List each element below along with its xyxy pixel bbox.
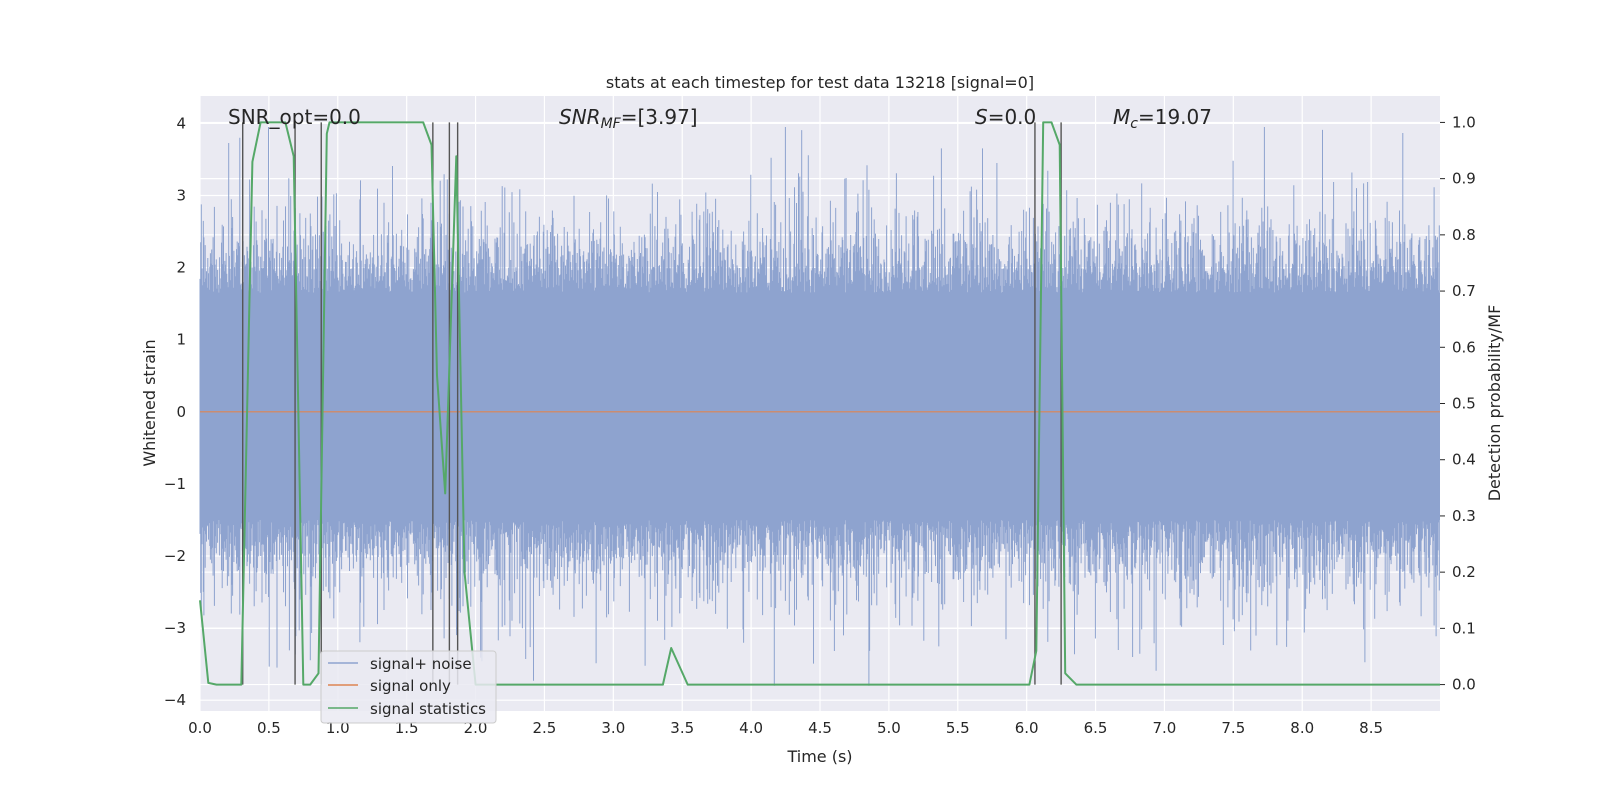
series-signal-statistics xyxy=(199,121,1440,686)
x-tick-label: 3.5 xyxy=(670,719,694,737)
x-tick-label: 5.0 xyxy=(877,719,901,737)
x-axis-label: Time (s) xyxy=(786,747,852,766)
y-axis-label-right: Detection probability/MF xyxy=(1485,305,1504,502)
y-left-tick-label: −3 xyxy=(164,619,186,637)
y-left-tick-label: −1 xyxy=(164,475,186,493)
y-right-tick-label: 0.7 xyxy=(1452,282,1476,300)
y-left-tick-label: 1 xyxy=(176,331,186,349)
y-right-tick-label: 1.0 xyxy=(1452,113,1476,131)
y-right-tick-label: 0.9 xyxy=(1452,170,1476,188)
y-right-tick-label: 0.8 xyxy=(1452,226,1476,244)
axis-ticks: 0.0 0.5 1.0 1.5 2.0 2.5 3.0 3.5 4.0 4.5 5.0 5.5 6.0 6… xyxy=(164,113,1476,737)
x-tick-label: 8.0 xyxy=(1290,719,1314,737)
signal-statistics-line xyxy=(199,121,1440,686)
x-tick-label: 7.0 xyxy=(1153,719,1177,737)
y-right-tick-label: 0.3 xyxy=(1452,507,1476,525)
x-tick-label: 8.5 xyxy=(1359,719,1383,737)
y-right-tick-label: 0.5 xyxy=(1452,395,1476,413)
y-right-tick-label: 0.1 xyxy=(1452,619,1476,637)
y-left-tick-label: −4 xyxy=(164,691,186,709)
x-tick-label: 2.5 xyxy=(533,719,557,737)
legend-label-signal-only: signal only xyxy=(370,677,451,695)
x-tick-label: 4.5 xyxy=(808,719,832,737)
x-tick-label: 4.0 xyxy=(739,719,763,737)
y-left-tick-label: 3 xyxy=(176,186,186,204)
x-tick-label: 6.0 xyxy=(1015,719,1039,737)
y-right-tick-label: 0.4 xyxy=(1452,451,1476,469)
x-tick-label: 7.5 xyxy=(1221,719,1245,737)
legend-box xyxy=(320,650,497,724)
y-right-tick-label: 0.6 xyxy=(1452,338,1476,356)
y-left-tick-label: −2 xyxy=(164,547,186,565)
series-signal-noise xyxy=(199,127,1440,686)
y-right-tick-label: 0.2 xyxy=(1452,563,1476,581)
x-tick-label: 3.0 xyxy=(601,719,625,737)
annotation-snr-opt: SNR_opt=0.0 xyxy=(228,105,361,129)
x-tick-label: 0.5 xyxy=(257,719,281,737)
x-tick-label: 6.5 xyxy=(1084,719,1108,737)
x-tick-label: 5.5 xyxy=(946,719,970,737)
annotation-s: S=0.0 xyxy=(975,105,1036,129)
y-right-tick-label: 0.0 xyxy=(1452,676,1476,694)
annotation-mc: Mc=19.07 xyxy=(1113,105,1212,132)
annotation-snr-mf: SNRMF=[3.97] xyxy=(559,105,698,132)
y-left-tick-label: 4 xyxy=(176,114,186,132)
y-left-tick-label: 0 xyxy=(176,403,186,421)
legend: signal+ noise signal only signal statist… xyxy=(320,650,497,724)
chart-title: stats at each timestep for test data 132… xyxy=(606,73,1034,92)
noise-trace xyxy=(199,127,1440,686)
legend-label-signal-statistics: signal statistics xyxy=(370,700,486,718)
legend-label-signal-noise: signal+ noise xyxy=(370,655,472,673)
y-axis-label-left: Whitened strain xyxy=(140,339,159,466)
y-left-tick-label: 2 xyxy=(176,259,186,277)
x-tick-label: 0.0 xyxy=(188,719,212,737)
